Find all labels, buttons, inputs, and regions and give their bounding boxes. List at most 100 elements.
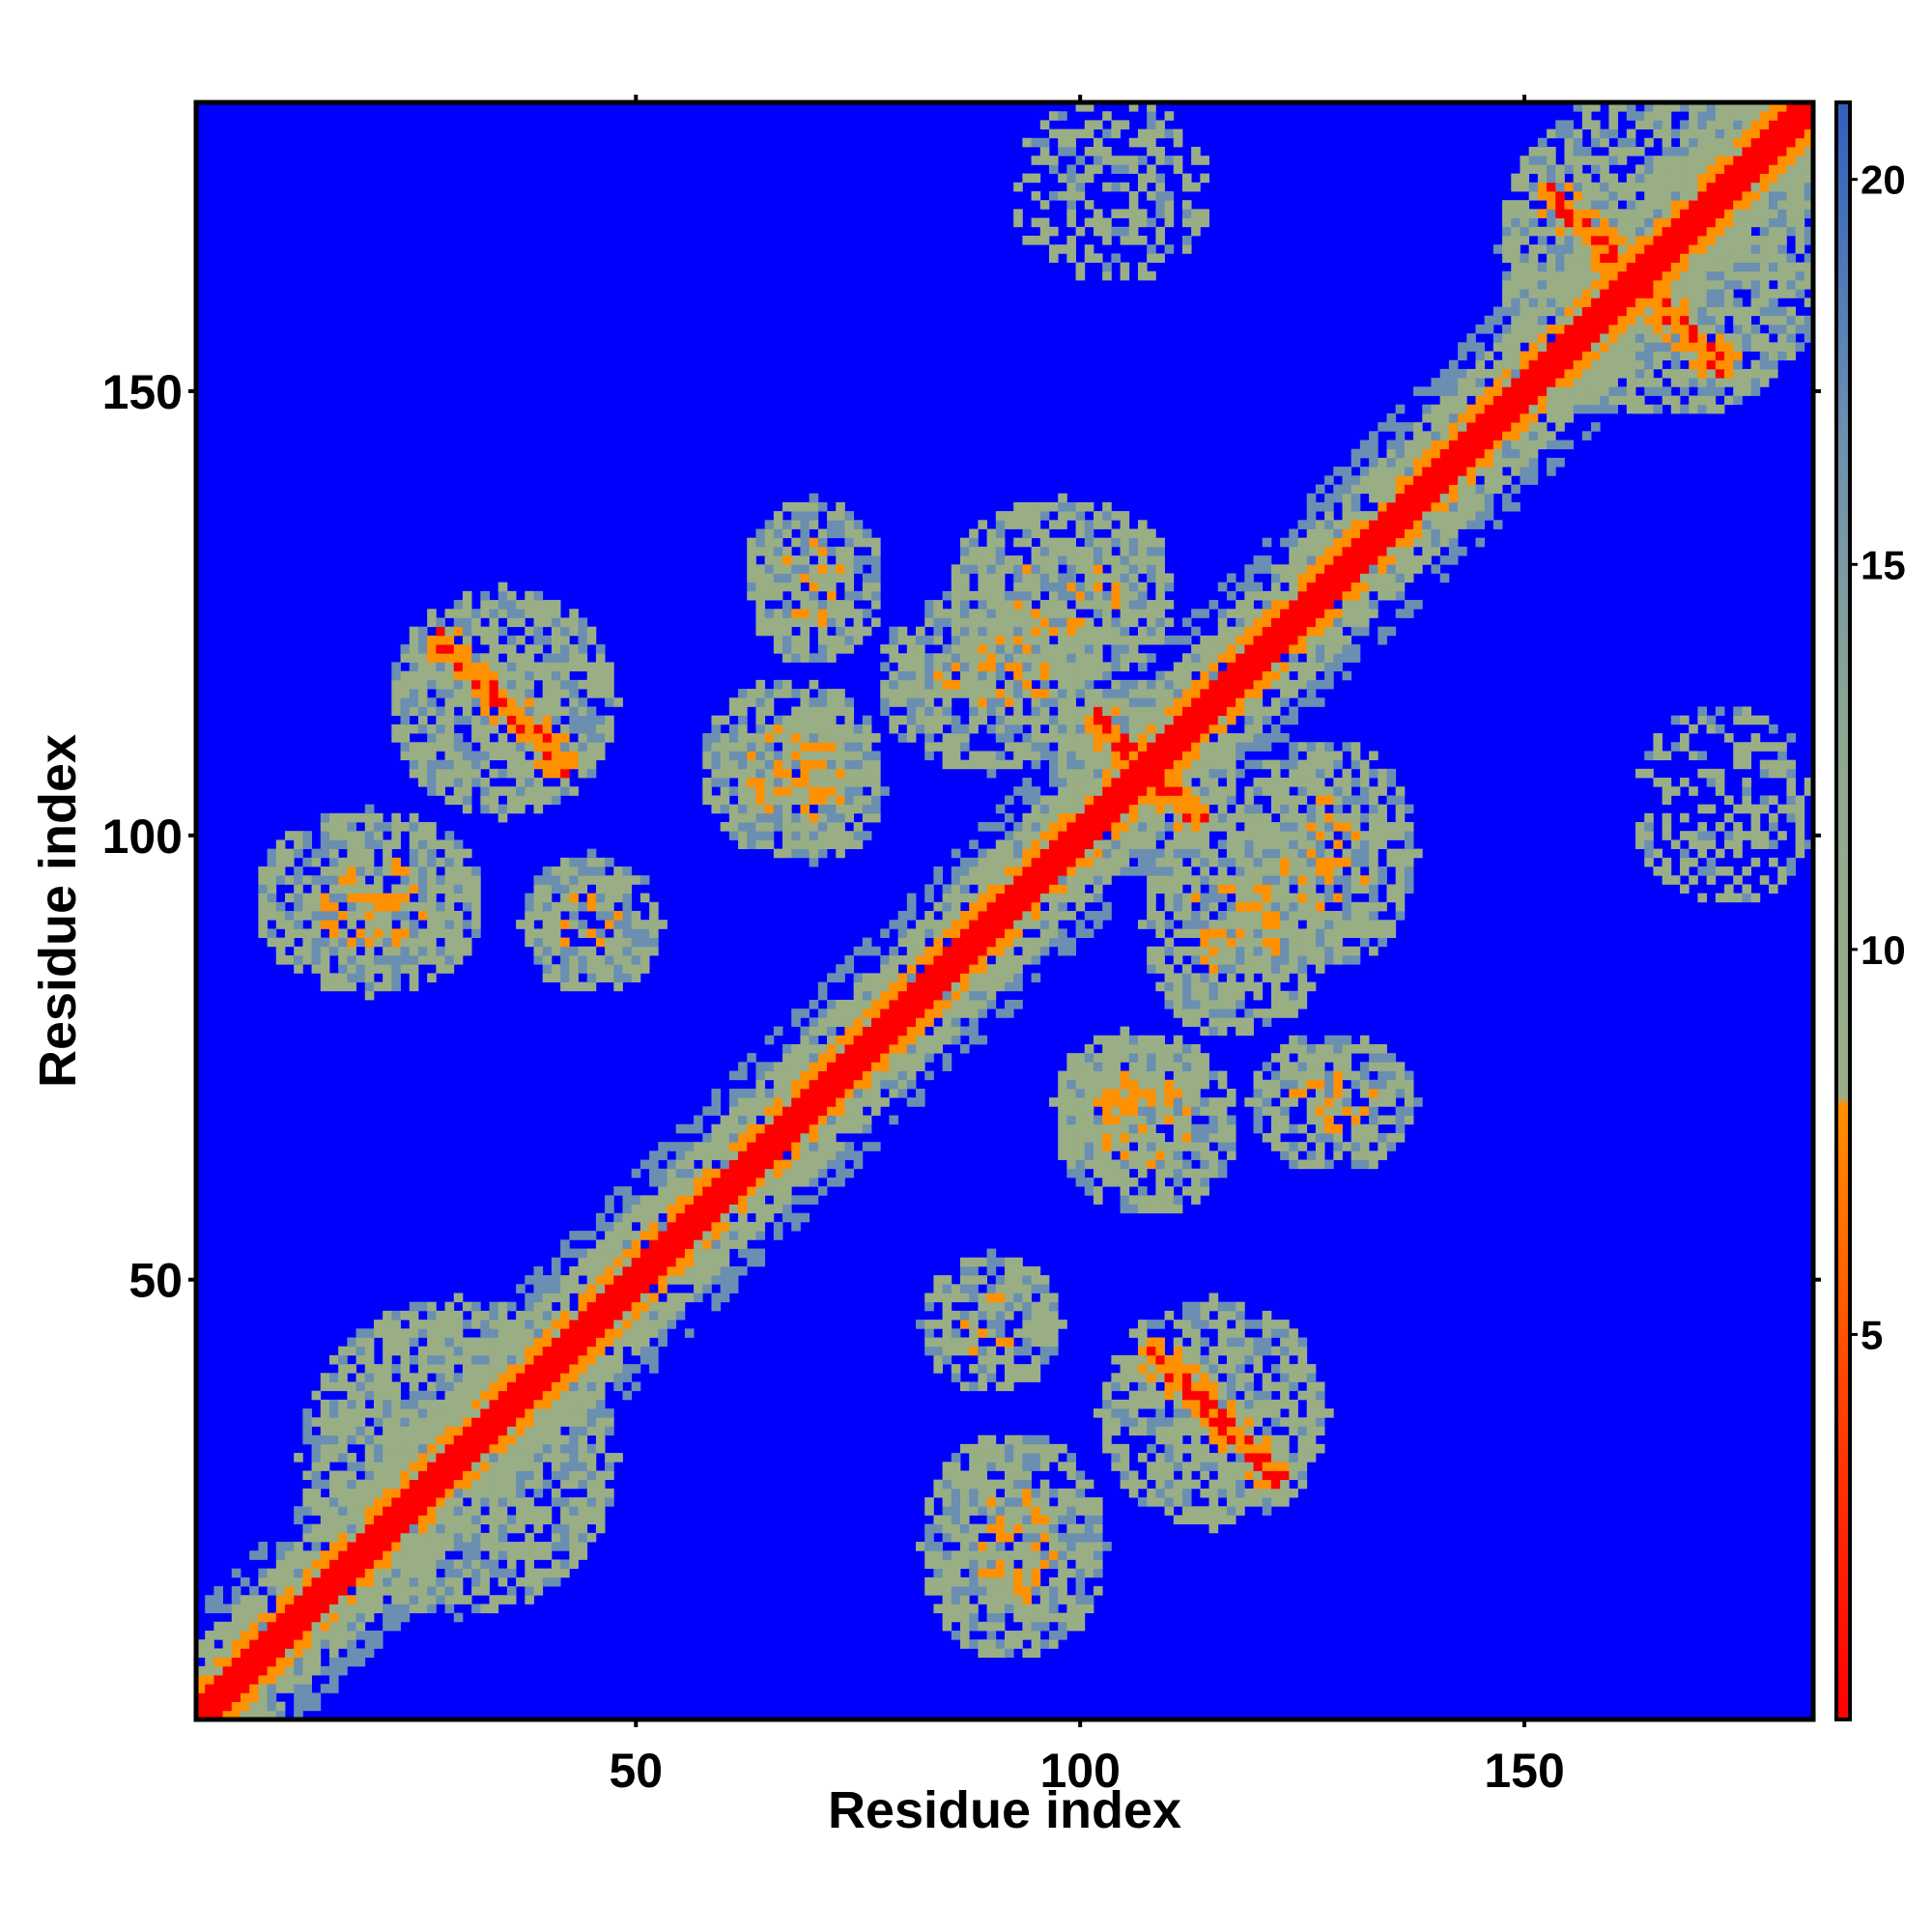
heatmap-cell [809, 733, 819, 743]
heatmap-cell [213, 1665, 223, 1676]
heatmap-cell [1005, 733, 1014, 743]
heatmap-cell [844, 1168, 855, 1179]
heatmap-cell [497, 1595, 508, 1605]
heatmap-cell [409, 1523, 419, 1534]
heatmap-cell [738, 768, 748, 779]
heatmap-cell [417, 1408, 428, 1418]
heatmap-cell [738, 724, 748, 734]
heatmap-cell [453, 1337, 464, 1348]
heatmap-cell [489, 653, 499, 663]
heatmap-cell [462, 1301, 472, 1312]
heatmap-cell [391, 1604, 401, 1614]
heatmap-cell [969, 999, 979, 1009]
heatmap-cell [364, 1612, 375, 1623]
heatmap-cell [622, 1231, 633, 1240]
heatmap-cell [417, 1354, 428, 1365]
heatmap-cell [560, 1532, 570, 1543]
heatmap-cell [827, 1070, 837, 1081]
heatmap-cell [942, 1026, 952, 1037]
heatmap-cell [347, 1399, 356, 1409]
heatmap-cell [1066, 617, 1076, 628]
heatmap-cell [436, 679, 445, 690]
heatmap-cell [880, 1062, 890, 1071]
heatmap-cell [755, 795, 766, 806]
heatmap-cell [1075, 715, 1086, 725]
heatmap-cell [320, 1417, 330, 1427]
heatmap-cell [355, 1506, 366, 1516]
heatmap-cell [347, 1523, 356, 1534]
heatmap-cell [409, 981, 419, 992]
heatmap-cell [506, 804, 517, 814]
heatmap-cell [595, 670, 606, 681]
heatmap-cell [373, 1443, 384, 1454]
heatmap-cell [436, 1586, 445, 1596]
heatmap-cell [817, 831, 828, 840]
heatmap-cell [284, 1612, 295, 1623]
heatmap-cell [1058, 1631, 1067, 1640]
heatmap-cell [409, 1497, 419, 1507]
heatmap-cell [560, 626, 570, 637]
heatmap-cell [444, 609, 455, 618]
heatmap-cell [969, 670, 979, 681]
heatmap-cell [764, 1212, 775, 1223]
heatmap-cell [862, 1043, 872, 1054]
heatmap-cell [978, 679, 988, 690]
heatmap-cell [844, 768, 855, 779]
heatmap-cell [258, 893, 268, 903]
heatmap-cell [542, 1364, 553, 1374]
heatmap-cell [1031, 1301, 1041, 1312]
heatmap-cell [489, 1310, 499, 1321]
heatmap-cell [267, 1631, 277, 1640]
heatmap-cell [827, 600, 837, 610]
heatmap-cell [471, 1364, 481, 1374]
heatmap-cell [1013, 1515, 1023, 1525]
heatmap-cell [1031, 1506, 1041, 1516]
heatmap-cell [328, 946, 339, 956]
heatmap-cell [560, 1568, 570, 1578]
heatmap-cell [1084, 804, 1094, 814]
heatmap-cell [1022, 1443, 1032, 1454]
heatmap-cell [809, 999, 819, 1009]
heatmap-cell [1031, 635, 1041, 645]
heatmap-cell [400, 689, 411, 698]
heatmap-cell [613, 928, 623, 938]
heatmap-cell [338, 1497, 348, 1507]
heatmap-cell [542, 1417, 553, 1427]
heatmap-cell [569, 1453, 579, 1463]
heatmap-cell [222, 1710, 233, 1720]
heatmap-cell [294, 848, 303, 859]
heatmap-cell [800, 795, 810, 806]
heatmap-cell [969, 644, 979, 654]
heatmap-cell [497, 626, 508, 637]
heatmap-cell [871, 590, 881, 601]
heatmap-cell [1013, 1542, 1023, 1551]
heatmap-cell [391, 1497, 401, 1507]
heatmap-cell [427, 1595, 437, 1605]
heatmap-cell [800, 501, 810, 512]
heatmap-cell [924, 1523, 934, 1534]
heatmap-cell [960, 1515, 970, 1525]
heatmap-cell [569, 1523, 579, 1534]
heatmap-cell [560, 1435, 570, 1445]
heatmap-cell [747, 1186, 756, 1196]
heatmap-cell [489, 1568, 499, 1578]
heatmap-cell [462, 804, 472, 814]
heatmap-cell [436, 1453, 445, 1463]
heatmap-cell [809, 857, 819, 867]
heatmap-cell [1022, 1542, 1032, 1551]
heatmap-cell [827, 1026, 837, 1037]
heatmap-cell [728, 1265, 739, 1276]
heatmap-cell [471, 1337, 481, 1348]
heatmap-cell [311, 1390, 322, 1401]
heatmap-cell [844, 778, 855, 787]
heatmap-cell [1075, 812, 1086, 823]
heatmap-cell [960, 911, 970, 921]
heatmap-cell [284, 1577, 295, 1587]
heatmap-cell [578, 662, 588, 672]
heatmap-cell [951, 1595, 961, 1605]
heatmap-cell [782, 1204, 792, 1214]
heatmap-cell [675, 1204, 686, 1214]
heatmap-cell [817, 1159, 828, 1170]
heatmap-cell [1031, 1648, 1041, 1659]
heatmap-cell [391, 1479, 401, 1490]
